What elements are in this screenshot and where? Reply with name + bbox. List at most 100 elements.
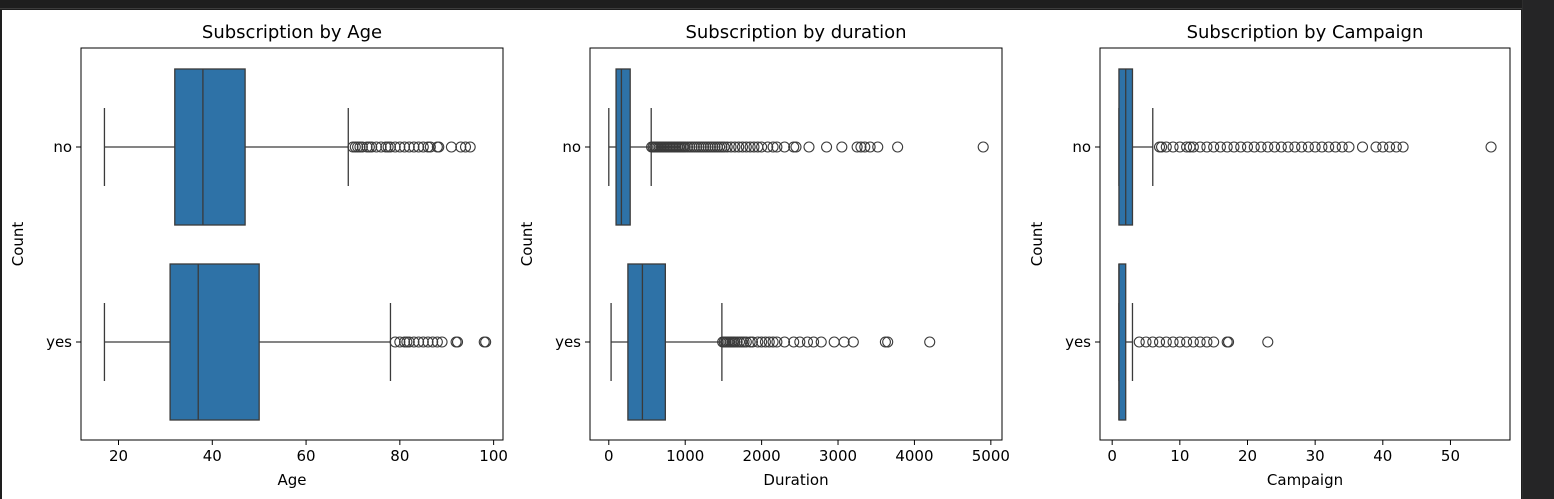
outlier-point: [1187, 141, 1199, 153]
x-axis-label: Campaign: [1267, 471, 1343, 489]
axes-frame: [80, 47, 504, 441]
outlier-point: [801, 336, 814, 348]
outlier-point: [1343, 141, 1355, 153]
outlier-point: [1187, 336, 1199, 348]
outlier-point: [771, 336, 783, 348]
outlier-point: [744, 141, 756, 153]
outlier-point: [1222, 336, 1235, 348]
outlier-point: [771, 141, 783, 153]
x-tick-label: 20: [1238, 447, 1257, 465]
outlier-point: [389, 336, 401, 348]
outlier-point: [1390, 141, 1402, 153]
outlier-point: [752, 336, 764, 348]
outlier-point: [821, 141, 833, 153]
outlier-point: [459, 141, 472, 153]
subplot-campaign: Subscription by Campaign 0 10 20 30 40 50 no yes…: [1028, 22, 1511, 489]
box-no: [608, 68, 989, 226]
outlier-point: [1228, 141, 1240, 153]
outlier-point: [1282, 141, 1294, 153]
outlier-point: [1214, 141, 1226, 153]
x-tick-label: 3000: [819, 447, 857, 465]
box-yes: [610, 263, 936, 421]
outlier-point: [762, 141, 774, 153]
outlier-point: [788, 141, 800, 153]
outlier-point: [1248, 141, 1260, 153]
outlier-point: [1160, 141, 1172, 153]
box-yes: [1118, 263, 1274, 421]
outlier-point: [851, 141, 863, 153]
outlier-point: [1323, 141, 1335, 153]
outlier-point: [445, 141, 457, 153]
outlier-point: [356, 141, 368, 153]
outlier-point: [417, 336, 429, 348]
notebook-cell-toolbar: [0, 0, 1522, 9]
outlier-point: [1140, 336, 1152, 348]
outlier-point: [1181, 336, 1193, 348]
box-no: [1118, 68, 1497, 226]
outlier-point: [408, 336, 420, 348]
outlier-point: [408, 141, 420, 153]
outlier-point: [1201, 336, 1213, 348]
editor-scrollbar[interactable]: [1522, 0, 1554, 499]
x-tick-label: 1000: [666, 447, 704, 465]
outlier-point: [424, 141, 436, 153]
outlier-point: [748, 141, 760, 153]
outlier-point: [375, 141, 387, 153]
subplot-duration: Subscription by duration 0 1000 2000 3000 400…: [518, 22, 1010, 489]
x-tick-label: 100: [479, 447, 508, 465]
outlier-point: [1397, 141, 1409, 153]
outlier-point: [403, 336, 415, 348]
outlier-point: [733, 141, 745, 153]
outlier-point: [855, 141, 867, 153]
x-tick-label: 50: [1441, 447, 1460, 465]
outlier-point: [836, 141, 848, 153]
outlier-point: [1296, 141, 1308, 153]
x-tick-label: 30: [1306, 447, 1325, 465]
chart-figure: Subscription by Age 20 40 60 80 100 no yes Age Co…: [2, 10, 1521, 499]
outlier-point: [389, 141, 401, 153]
outlier-point: [756, 336, 768, 348]
y-tick-label: no: [1072, 138, 1091, 156]
outlier-point: [464, 141, 476, 153]
outlier-point: [1208, 141, 1220, 153]
x-tick-label: 5000: [972, 447, 1010, 465]
outlier-point: [398, 141, 411, 153]
outlier-point: [725, 141, 737, 153]
outlier-point: [1156, 141, 1168, 153]
outlier-point: [1201, 141, 1213, 153]
outlier-point: [1384, 141, 1396, 153]
outlier-point: [790, 141, 802, 153]
x-axis-label: Duration: [763, 471, 828, 489]
outlier-point: [736, 141, 749, 153]
outlier-point: [403, 141, 415, 153]
y-tick-label: yes: [1065, 333, 1091, 351]
outlier-point: [977, 141, 989, 153]
outlier-point: [882, 336, 894, 348]
x-tick-label: 40: [203, 447, 222, 465]
outlier-point: [1221, 141, 1233, 153]
outlier-point: [838, 336, 850, 348]
x-tick-label: 0: [1107, 447, 1117, 465]
outlier-point: [778, 336, 791, 348]
chart-title: Subscription by Age: [202, 22, 382, 43]
outlier-point: [767, 336, 779, 348]
outlier-point: [1181, 141, 1193, 153]
x-tick-label: 4000: [895, 447, 933, 465]
axes-frame: [589, 47, 1003, 441]
outlier-point: [413, 141, 425, 153]
outlier-point: [1174, 336, 1186, 348]
outlier-point: [828, 336, 840, 348]
x-tick-label: 0: [604, 447, 614, 465]
outlier-point: [394, 336, 406, 348]
outlier-point: [864, 141, 876, 153]
outlier-point: [778, 141, 791, 153]
outlier-point: [1336, 141, 1348, 153]
outlier-point: [847, 336, 859, 348]
subplot-age: Subscription by Age 20 40 60 80 100 no yes Age Co…: [9, 22, 508, 489]
x-axis-label: Age: [277, 471, 306, 489]
outlier-point: [1377, 141, 1389, 153]
y-tick-label: yes: [555, 333, 581, 351]
outlier-point: [924, 336, 936, 348]
outlier-point: [729, 141, 741, 153]
